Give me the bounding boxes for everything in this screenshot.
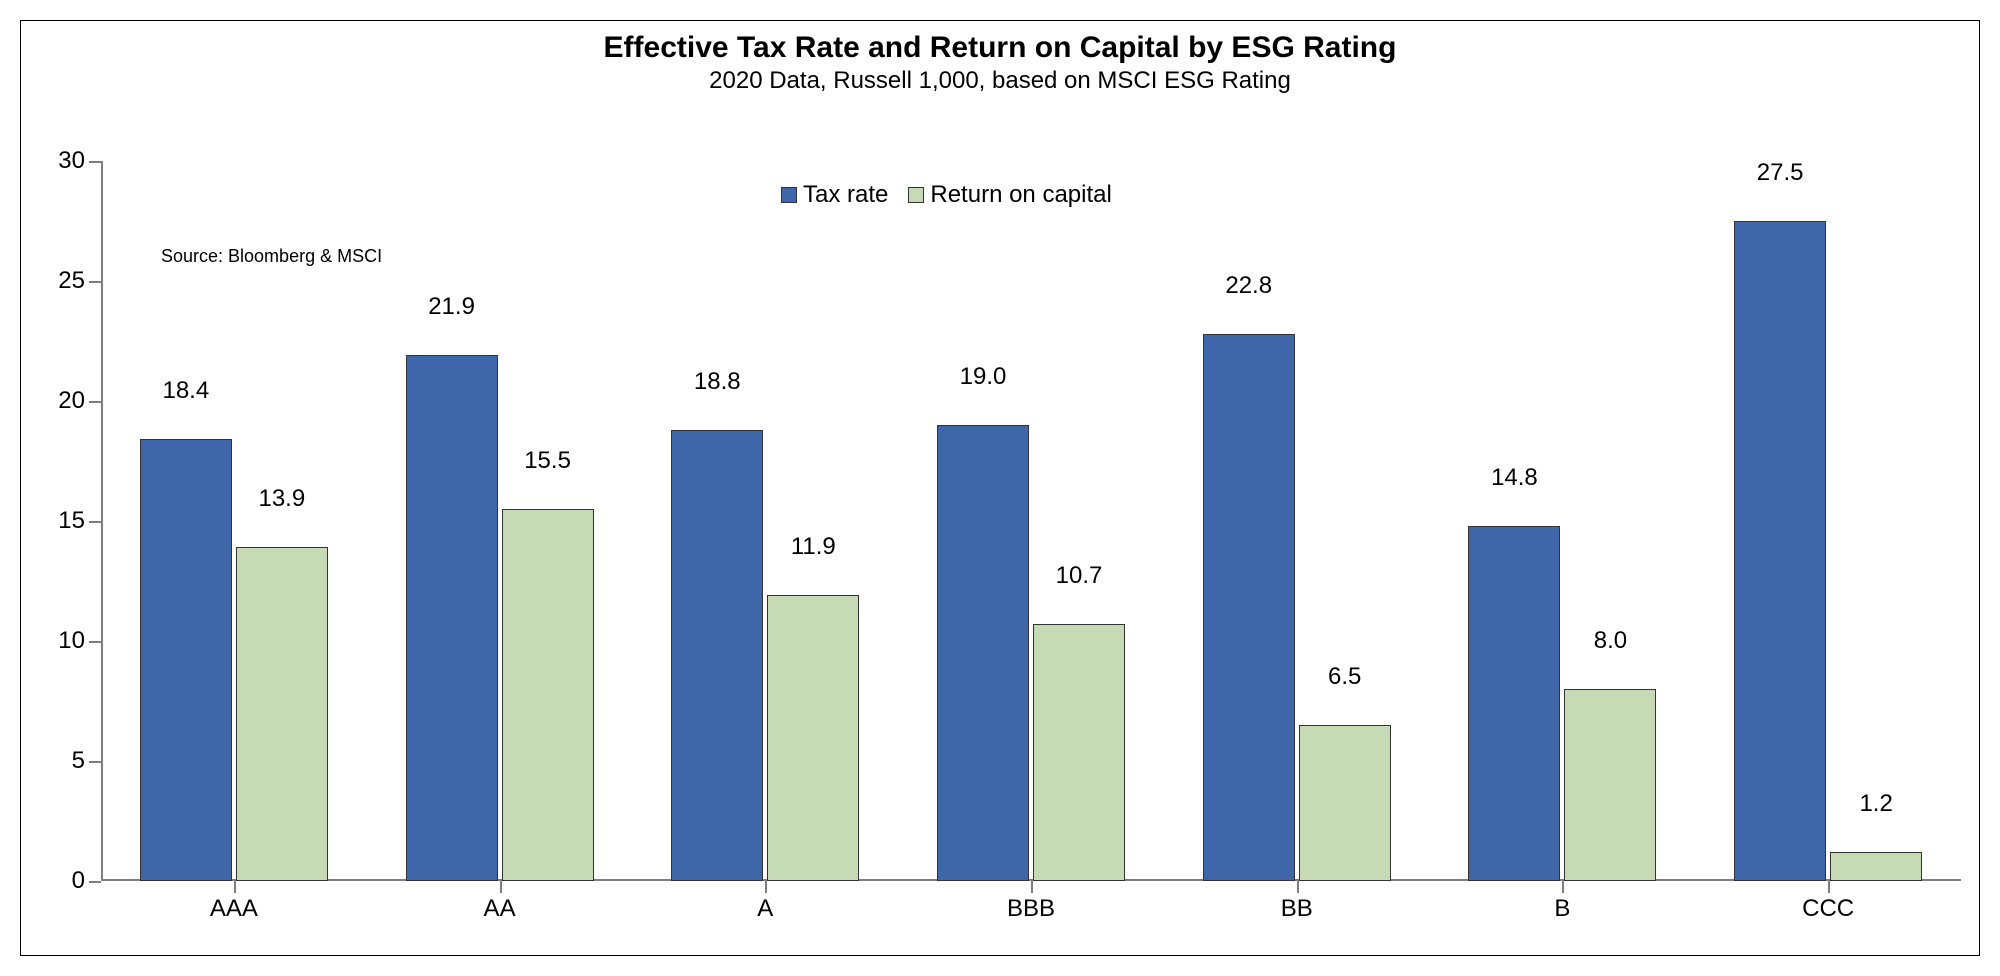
chart-bar-value-label: 14.8 bbox=[1491, 464, 1538, 492]
chart-subtitle: 2020 Data, Russell 1,000, based on MSCI … bbox=[21, 67, 1979, 95]
x-axis-tick bbox=[500, 881, 502, 893]
x-axis-tick-label: B bbox=[1554, 895, 1570, 923]
y-axis-tick-label: 10 bbox=[58, 627, 85, 655]
y-axis-tick bbox=[89, 761, 101, 763]
y-axis-tick-label: 15 bbox=[58, 507, 85, 535]
y-axis-tick bbox=[89, 521, 101, 523]
chart-bar bbox=[1734, 221, 1826, 881]
chart-bar bbox=[406, 355, 498, 881]
x-axis-tick-label: AA bbox=[484, 895, 516, 923]
x-axis-tick-label: CCC bbox=[1802, 895, 1854, 923]
chart-bar-value-label: 19.0 bbox=[960, 363, 1007, 391]
chart-bar bbox=[767, 595, 859, 881]
x-axis-tick-label: BBB bbox=[1007, 895, 1055, 923]
chart-container: Effective Tax Rate and Return on Capital… bbox=[20, 20, 1980, 956]
chart-plot-area: 051015202530AAA18.413.9AA21.915.5A18.811… bbox=[101, 161, 1961, 881]
chart-bar-value-label: 6.5 bbox=[1328, 663, 1361, 691]
x-axis-tick-label: BB bbox=[1281, 895, 1313, 923]
chart-bar bbox=[502, 509, 594, 881]
chart-bar bbox=[1564, 689, 1656, 881]
x-axis-tick bbox=[1562, 881, 1564, 893]
chart-bar bbox=[1033, 624, 1125, 881]
x-axis-tick bbox=[1297, 881, 1299, 893]
y-axis-line bbox=[101, 161, 103, 881]
chart-bar-value-label: 10.7 bbox=[1056, 562, 1103, 590]
chart-bar-value-label: 1.2 bbox=[1859, 790, 1892, 818]
y-axis-tick-label: 30 bbox=[58, 147, 85, 175]
y-axis-tick bbox=[89, 881, 101, 883]
y-axis-tick-label: 25 bbox=[58, 267, 85, 295]
chart-bar-value-label: 18.4 bbox=[162, 377, 209, 405]
x-axis-tick-label: A bbox=[757, 895, 773, 923]
chart-bar-value-label: 27.5 bbox=[1757, 159, 1804, 187]
chart-bar bbox=[1203, 334, 1295, 881]
chart-bar bbox=[1830, 852, 1922, 881]
y-axis-tick-label: 20 bbox=[58, 387, 85, 415]
chart-bar-value-label: 8.0 bbox=[1594, 627, 1627, 655]
chart-bar bbox=[1468, 526, 1560, 881]
chart-bar bbox=[236, 547, 328, 881]
chart-bar-value-label: 22.8 bbox=[1225, 272, 1272, 300]
y-axis-tick bbox=[89, 641, 101, 643]
y-axis-tick-label: 5 bbox=[72, 747, 85, 775]
x-axis-tick bbox=[1828, 881, 1830, 893]
y-axis-tick-label: 0 bbox=[72, 867, 85, 895]
chart-bar-value-label: 15.5 bbox=[524, 447, 571, 475]
x-axis-tick bbox=[765, 881, 767, 893]
chart-title: Effective Tax Rate and Return on Capital… bbox=[21, 31, 1979, 65]
chart-bar-value-label: 18.8 bbox=[694, 368, 741, 396]
chart-bar bbox=[1299, 725, 1391, 881]
chart-bar bbox=[140, 439, 232, 881]
y-axis-tick bbox=[89, 281, 101, 283]
y-axis-tick bbox=[89, 401, 101, 403]
chart-bar bbox=[671, 430, 763, 881]
x-axis-tick-label: AAA bbox=[210, 895, 258, 923]
chart-bar bbox=[937, 425, 1029, 881]
chart-bar-value-label: 13.9 bbox=[258, 485, 305, 513]
chart-bar-value-label: 11.9 bbox=[791, 533, 836, 561]
x-axis-tick bbox=[1031, 881, 1033, 893]
x-axis-tick bbox=[234, 881, 236, 893]
y-axis-tick bbox=[89, 161, 101, 163]
chart-bar-value-label: 21.9 bbox=[428, 293, 475, 321]
